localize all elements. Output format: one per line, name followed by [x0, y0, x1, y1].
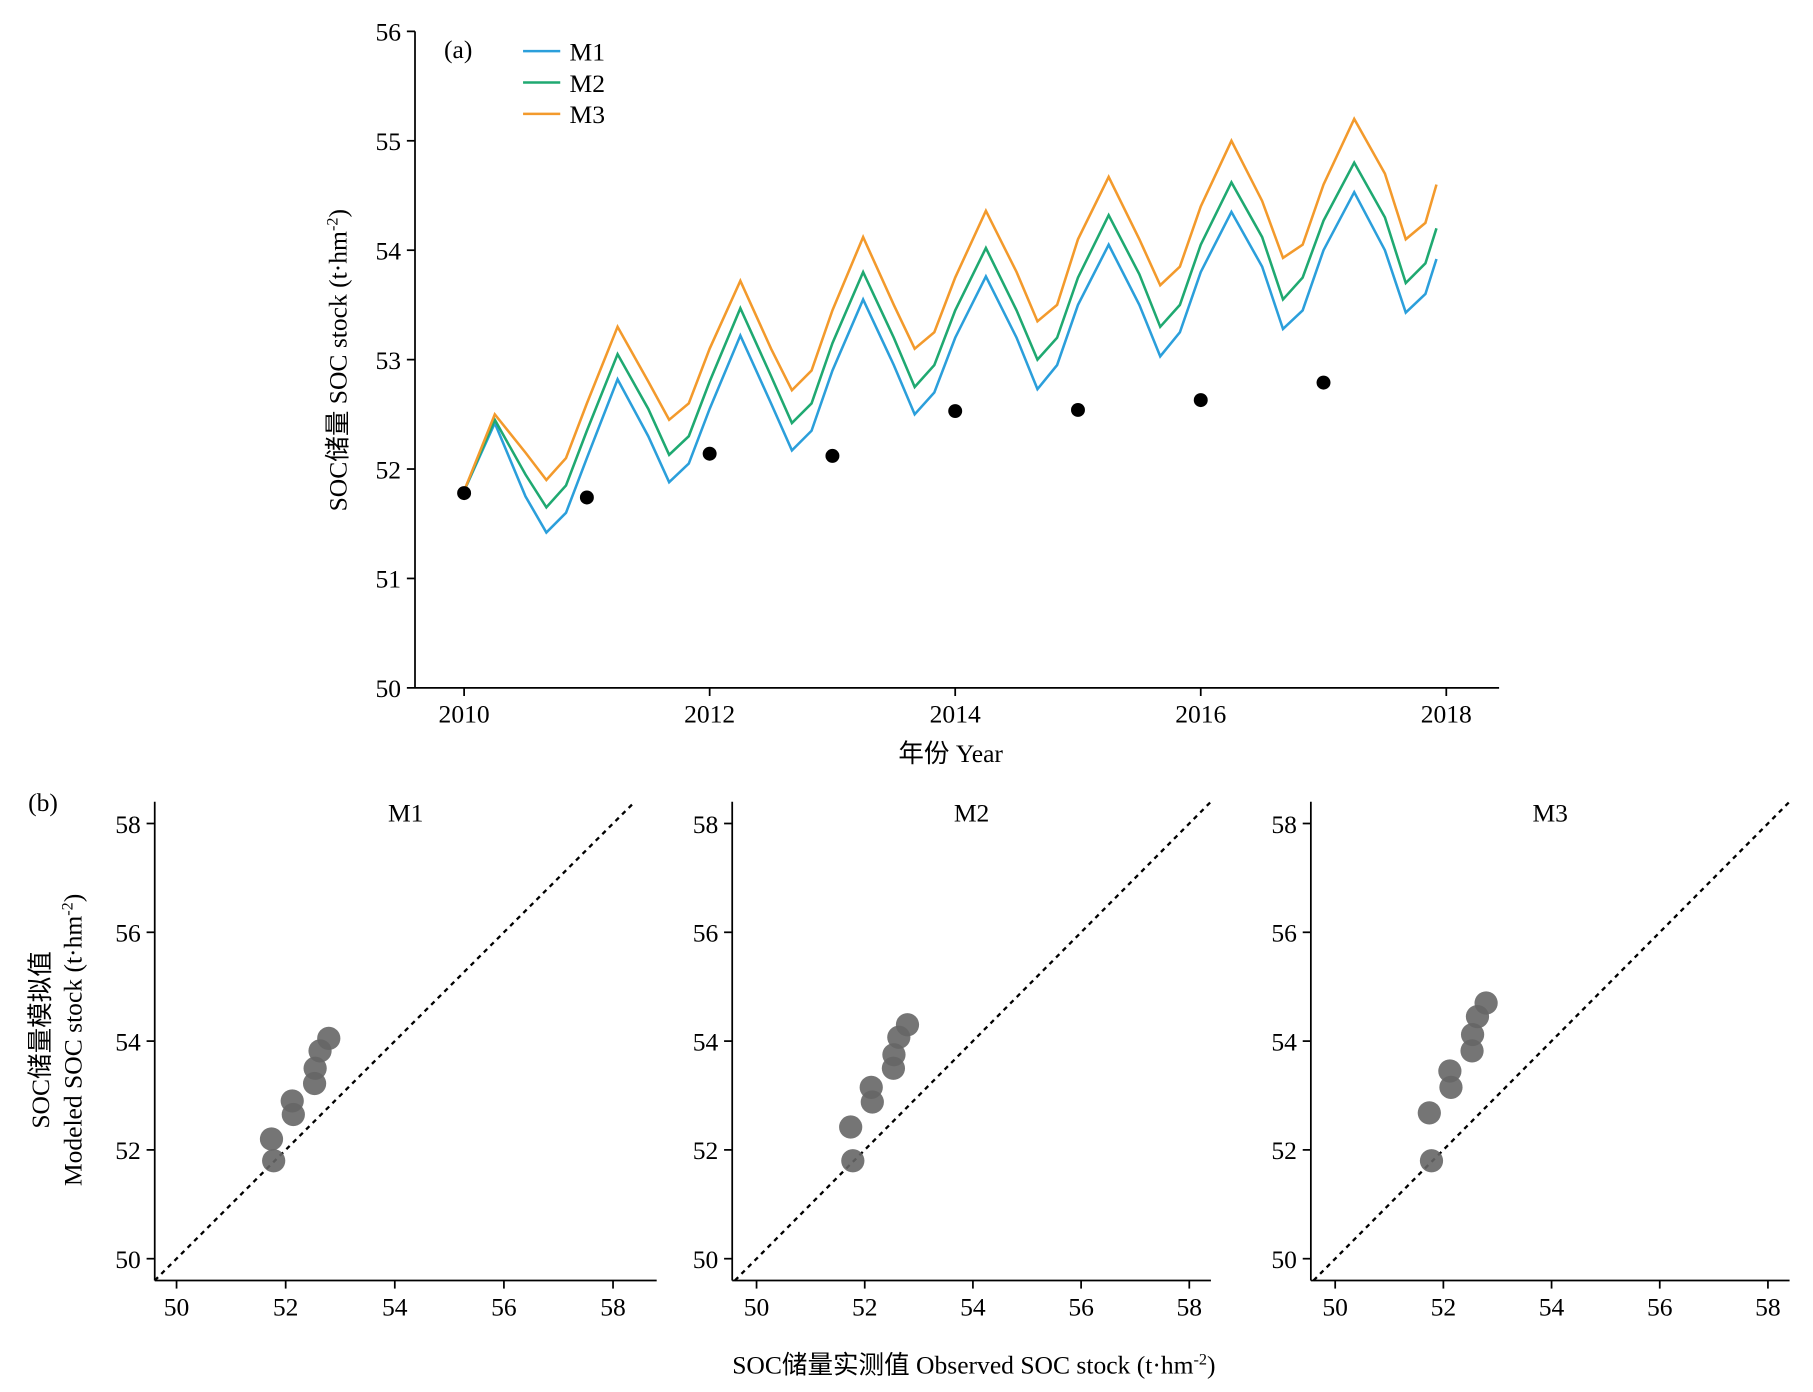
y-tick-label: 54 — [693, 1027, 719, 1056]
x-tick-label: 52 — [1431, 1292, 1457, 1321]
y-tick-label: 54 — [376, 236, 402, 265]
y-tick-label: 56 — [1271, 919, 1297, 948]
scatter-point — [1460, 1022, 1485, 1047]
series-line — [462, 116, 1438, 492]
panel-title: M1 — [388, 798, 424, 827]
y-axis-label-sup: -2 — [323, 218, 341, 232]
observed-point — [1316, 375, 1331, 390]
y-axis-label-main: SOC储量 SOC stock (t·hm — [323, 231, 352, 511]
scatter-point — [280, 1089, 304, 1113]
scatter-point — [1460, 1039, 1484, 1063]
y-axis-label-main: Modeled SOC stock (t·hm — [59, 916, 88, 1186]
x-tick-label: 54 — [960, 1292, 986, 1321]
x-tick-label: 2016 — [1175, 700, 1226, 729]
y-tick-label: 54 — [115, 1027, 141, 1056]
y-axis-label-tail: ) — [59, 894, 88, 903]
y-tick-label: 52 — [1271, 1136, 1297, 1165]
one-to-one-line — [1312, 800, 1791, 1282]
x-axis-label: 年份 Year — [898, 739, 1003, 768]
y-tick-label: 54 — [1271, 1027, 1297, 1056]
x-tick-label: 2018 — [1421, 700, 1472, 729]
x-tick-label: 56 — [1068, 1292, 1094, 1321]
x-tick-label: 58 — [600, 1292, 626, 1321]
y-tick-label: 58 — [693, 810, 719, 839]
x-tick-label: 2010 — [439, 700, 490, 729]
x-tick-label: 50 — [1322, 1292, 1348, 1321]
scatter-point — [262, 1149, 286, 1173]
observed-point — [1071, 402, 1085, 417]
scatter-point — [1438, 1059, 1462, 1083]
observed-point — [702, 446, 717, 461]
one-to-one-line — [734, 800, 1212, 1282]
panel-label: (b) — [28, 788, 58, 817]
x-tick-label: 56 — [491, 1292, 517, 1321]
scatter-point — [317, 1026, 341, 1050]
y-tick-label: 52 — [693, 1136, 719, 1165]
series-line — [462, 189, 1438, 535]
legend-label: M3 — [570, 100, 606, 129]
scatter-point — [859, 1075, 883, 1099]
x-tick-label: 2012 — [684, 700, 735, 729]
scatter-point — [882, 1043, 906, 1067]
y-tick-label: 55 — [376, 127, 402, 156]
observed-point — [457, 486, 472, 501]
y-tick-label: 58 — [1271, 810, 1297, 839]
x-tick-label: 58 — [1755, 1292, 1781, 1321]
y-axis-label-tail: ) — [323, 209, 352, 218]
x-tick-label: 50 — [164, 1292, 190, 1321]
y-tick-label: 50 — [376, 674, 402, 703]
y-tick-label: 56 — [115, 919, 141, 948]
y-axis-label: SOC储量 SOC stock (t·hm-2) — [323, 209, 352, 511]
x-tick-label: 56 — [1647, 1292, 1673, 1321]
x-axis-label-tail: ) — [1207, 1350, 1216, 1379]
series-line — [462, 160, 1438, 510]
panel-title: M2 — [954, 798, 990, 827]
observed-point — [1193, 393, 1208, 408]
scatter-point — [1419, 1149, 1444, 1173]
y-axis-label-sup: -2 — [59, 902, 77, 916]
x-tick-label: 54 — [1539, 1292, 1565, 1321]
y-tick-label: 52 — [376, 455, 402, 484]
x-tick-label: 58 — [1177, 1292, 1203, 1321]
y-tick-label: 53 — [376, 346, 402, 375]
scatter-point — [1417, 1101, 1441, 1125]
legend-label: M2 — [570, 69, 606, 98]
scatter-point — [1474, 991, 1498, 1015]
one-to-one-line — [153, 800, 636, 1282]
scatter-point — [303, 1056, 327, 1080]
scatter-point — [839, 1115, 863, 1139]
scatter-point — [259, 1127, 284, 1151]
y-tick-label: 51 — [376, 565, 402, 594]
y-tick-label: 50 — [693, 1245, 719, 1274]
y-axis-label: Modeled SOC stock (t·hm-2) — [59, 894, 88, 1186]
y-tick-label: 52 — [115, 1136, 141, 1165]
x-tick-label: 54 — [382, 1292, 408, 1321]
panel-label: (a) — [444, 35, 472, 64]
x-tick-label: 2014 — [930, 700, 981, 729]
x-axis-label-sup: -2 — [1193, 1350, 1207, 1368]
scatter-point — [895, 1013, 920, 1037]
x-axis-label-main: SOC储量实测值 Observed SOC stock (t·hm — [732, 1350, 1193, 1379]
x-tick-label: 52 — [852, 1292, 878, 1321]
x-tick-label: 50 — [744, 1292, 770, 1321]
legend-label: M1 — [570, 37, 606, 66]
y-tick-label: 56 — [693, 919, 719, 948]
panel-title: M3 — [1532, 798, 1568, 827]
y-tick-label: 50 — [115, 1245, 141, 1274]
y-axis-label: SOC储量模拟值 — [26, 951, 55, 1128]
x-axis-label: SOC储量实测值 Observed SOC stock (t·hm-2) — [732, 1350, 1215, 1379]
observed-point — [825, 448, 840, 463]
y-tick-label: 56 — [376, 18, 402, 47]
observed-point — [579, 490, 594, 505]
y-tick-label: 50 — [1271, 1245, 1297, 1274]
x-tick-label: 52 — [273, 1292, 299, 1321]
y-tick-label: 58 — [115, 810, 141, 839]
scatter-point — [841, 1149, 865, 1173]
observed-point — [948, 404, 963, 419]
